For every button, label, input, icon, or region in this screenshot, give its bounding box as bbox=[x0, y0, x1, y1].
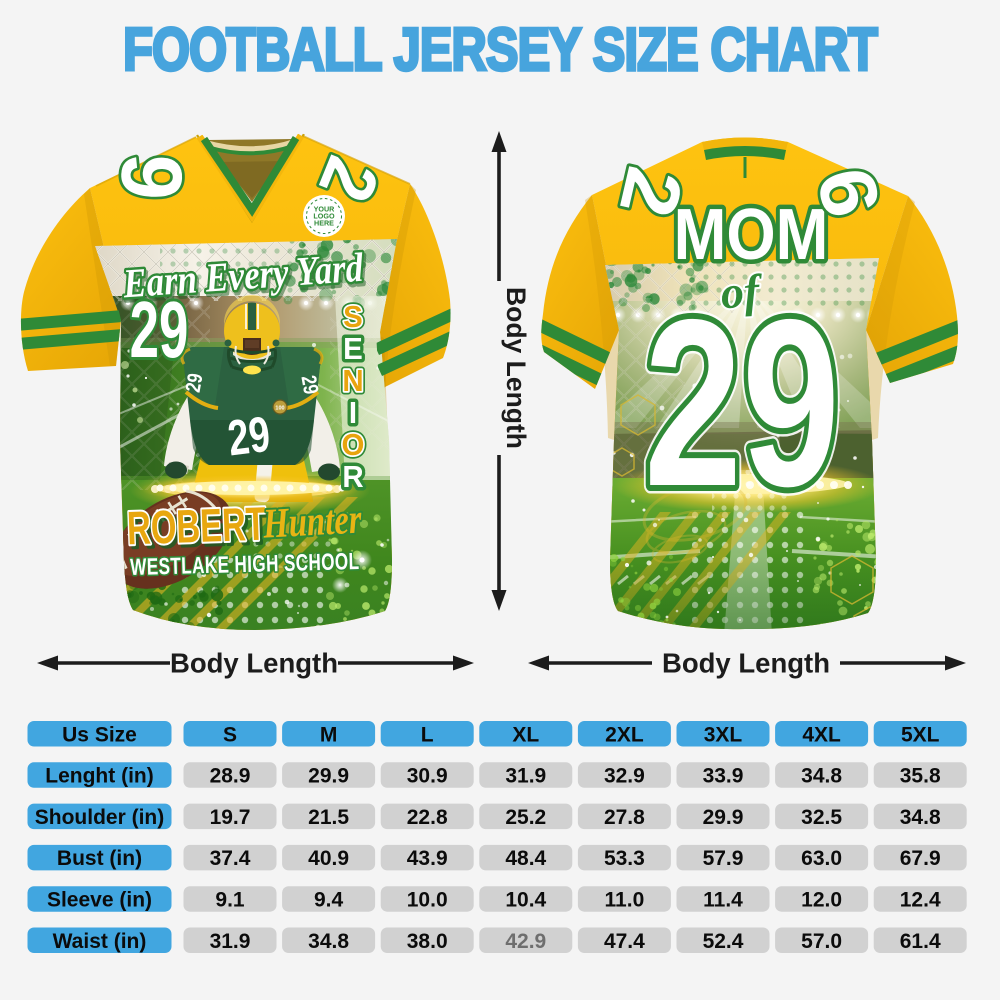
svg-text:52.4: 52.4 bbox=[703, 930, 744, 953]
svg-text:9.4: 9.4 bbox=[314, 888, 344, 911]
svg-text:43.9: 43.9 bbox=[407, 847, 448, 870]
svg-text:29: 29 bbox=[644, 270, 840, 536]
svg-text:Body Length: Body Length bbox=[170, 648, 338, 679]
svg-text:33.9: 33.9 bbox=[703, 765, 744, 788]
svg-text:N: N bbox=[342, 364, 363, 398]
svg-text:31.9: 31.9 bbox=[210, 930, 251, 953]
svg-text:3XL: 3XL bbox=[704, 723, 743, 746]
svg-text:57.0: 57.0 bbox=[801, 930, 842, 953]
svg-text:FOOTBALL JERSEY SIZE CHART: FOOTBALL JERSEY SIZE CHART bbox=[123, 16, 877, 83]
svg-text:HERE: HERE bbox=[314, 219, 334, 228]
svg-text:34.8: 34.8 bbox=[900, 806, 941, 829]
svg-text:11.0: 11.0 bbox=[605, 888, 645, 911]
svg-text:32.5: 32.5 bbox=[801, 806, 842, 829]
svg-text:Shoulder (in): Shoulder (in) bbox=[35, 806, 165, 829]
svg-text:M: M bbox=[320, 723, 338, 746]
svg-text:12.4: 12.4 bbox=[900, 888, 941, 911]
svg-text:R: R bbox=[342, 460, 363, 494]
svg-text:57.9: 57.9 bbox=[703, 847, 744, 870]
svg-text:37.4: 37.4 bbox=[210, 847, 251, 870]
svg-text:MOM: MOM bbox=[674, 195, 829, 275]
svg-text:61.4: 61.4 bbox=[900, 930, 941, 953]
svg-text:67.9: 67.9 bbox=[900, 847, 941, 870]
svg-text:21.5: 21.5 bbox=[308, 806, 349, 829]
svg-text:29: 29 bbox=[182, 372, 208, 394]
svg-text:9: 9 bbox=[102, 152, 201, 202]
svg-text:I: I bbox=[349, 396, 357, 430]
svg-text:9.1: 9.1 bbox=[215, 888, 245, 911]
svg-text:30.9: 30.9 bbox=[407, 765, 448, 788]
svg-text:XL: XL bbox=[512, 723, 539, 746]
svg-text:31.9: 31.9 bbox=[505, 765, 546, 788]
svg-text:I: I bbox=[349, 396, 357, 430]
svg-text:ROBERT: ROBERT bbox=[129, 500, 270, 558]
svg-text:27.8: 27.8 bbox=[604, 806, 645, 829]
svg-text:Hunter: Hunter bbox=[261, 496, 363, 548]
svg-text:E: E bbox=[343, 332, 363, 366]
svg-text:Bust (in): Bust (in) bbox=[57, 847, 142, 870]
svg-text:10.0: 10.0 bbox=[407, 888, 448, 911]
svg-text:12.0: 12.0 bbox=[801, 888, 842, 911]
svg-text:34.8: 34.8 bbox=[308, 930, 349, 953]
svg-text:28.9: 28.9 bbox=[210, 765, 251, 788]
svg-text:63.0: 63.0 bbox=[801, 847, 842, 870]
svg-text:Waist (in): Waist (in) bbox=[53, 930, 147, 953]
svg-text:LOGO: LOGO bbox=[313, 212, 335, 221]
svg-text:10.4: 10.4 bbox=[505, 888, 546, 911]
svg-text:19.7: 19.7 bbox=[210, 806, 251, 829]
svg-text:S: S bbox=[343, 300, 363, 334]
svg-text:22.8: 22.8 bbox=[407, 806, 448, 829]
svg-text:E: E bbox=[343, 332, 363, 366]
svg-text:29: 29 bbox=[644, 270, 840, 536]
svg-text:42.9: 42.9 bbox=[505, 930, 546, 953]
svg-text:25.2: 25.2 bbox=[505, 806, 546, 829]
svg-text:29: 29 bbox=[130, 286, 189, 375]
svg-text:40.9: 40.9 bbox=[308, 847, 349, 870]
svg-text:Lenght (in): Lenght (in) bbox=[45, 765, 153, 788]
svg-text:34.8: 34.8 bbox=[801, 765, 842, 788]
svg-text:Body Length: Body Length bbox=[662, 648, 830, 679]
svg-text:100: 100 bbox=[275, 406, 284, 412]
svg-text:YOUR: YOUR bbox=[314, 205, 336, 214]
svg-text:5XL: 5XL bbox=[901, 723, 940, 746]
svg-text:S: S bbox=[343, 300, 363, 334]
svg-text:38.0: 38.0 bbox=[407, 930, 448, 953]
svg-text:53.3: 53.3 bbox=[604, 847, 645, 870]
svg-text:N: N bbox=[342, 364, 363, 398]
svg-text:29.9: 29.9 bbox=[308, 765, 349, 788]
svg-text:L: L bbox=[421, 723, 434, 746]
svg-text:Body Length: Body Length bbox=[501, 287, 531, 449]
svg-text:O: O bbox=[342, 428, 365, 462]
svg-text:S: S bbox=[223, 723, 237, 746]
svg-text:Sleeve (in): Sleeve (in) bbox=[47, 888, 152, 911]
svg-text:2XL: 2XL bbox=[605, 723, 644, 746]
svg-text:29: 29 bbox=[296, 374, 322, 396]
svg-text:ROBERT: ROBERT bbox=[126, 497, 267, 555]
svg-text:O: O bbox=[342, 428, 365, 462]
svg-text:32.9: 32.9 bbox=[604, 765, 645, 788]
svg-text:29: 29 bbox=[225, 407, 273, 467]
svg-text:35.8: 35.8 bbox=[900, 765, 941, 788]
svg-text:R: R bbox=[342, 460, 363, 494]
svg-text:29.9: 29.9 bbox=[703, 806, 744, 829]
svg-text:47.4: 47.4 bbox=[604, 930, 645, 953]
svg-text:11.4: 11.4 bbox=[703, 888, 743, 911]
svg-text:4XL: 4XL bbox=[802, 723, 841, 746]
svg-text:Us Size: Us Size bbox=[62, 723, 137, 746]
svg-text:48.4: 48.4 bbox=[505, 847, 546, 870]
